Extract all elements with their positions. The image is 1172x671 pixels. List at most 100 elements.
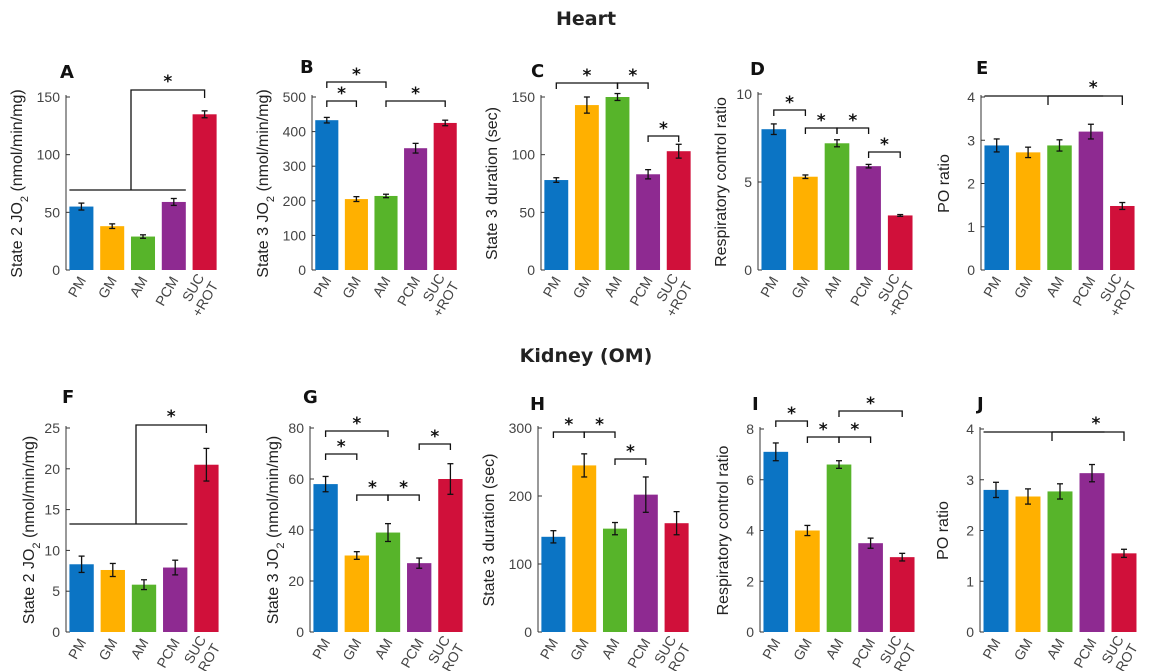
bar-pm	[313, 484, 338, 632]
category-label: GM	[1010, 636, 1035, 664]
bar-am	[375, 532, 401, 632]
bar-gm	[100, 569, 125, 632]
bar-pcm	[1079, 473, 1105, 632]
bar-gm	[344, 199, 368, 270]
y-tick-label: 0	[966, 624, 974, 640]
y-axis-label: State 3 JO2 (nmol/min/mg)	[265, 436, 287, 624]
y-tick-label: 80	[288, 420, 304, 436]
panel-letter: F	[62, 387, 74, 408]
significance-star: *	[337, 437, 346, 457]
bar-suc	[1110, 205, 1135, 270]
y-tick-label: 1	[966, 573, 974, 589]
significance-star: *	[626, 442, 635, 462]
significance-bracket	[1047, 95, 1123, 105]
y-tick-label: 0	[527, 262, 535, 278]
y-tick-label: 20	[288, 573, 304, 589]
bar-suc	[889, 557, 915, 632]
bar-pm	[763, 451, 789, 632]
significance-star: *	[1092, 414, 1101, 434]
panel-letter: H	[530, 394, 545, 415]
bar-pm	[69, 206, 94, 270]
y-tick-label: 1	[967, 219, 975, 235]
panel-letter: C	[531, 61, 544, 82]
y-axis-label: State 2 JO2 (nmol/min/mg)	[9, 89, 31, 277]
panel-letter: D	[750, 59, 765, 80]
y-tick-label: 300	[283, 158, 307, 174]
y-tick-label: 3	[967, 132, 975, 148]
y-tick-label: 100	[509, 556, 533, 572]
y-tick-label: 10	[736, 86, 752, 102]
bar-suc	[1111, 553, 1137, 632]
panel-a: A 0 50 100 150 State 2 JO2 (nmol/min/mg) PM GM A…	[9, 62, 222, 319]
significance-bracket	[614, 458, 647, 465]
category-label: SUC+ROT	[647, 632, 694, 671]
bar-pcm	[636, 174, 661, 270]
significance-bracket	[385, 100, 446, 107]
significance-bracket	[838, 410, 903, 417]
significance-bracket	[387, 494, 420, 501]
significance-bracket	[130, 89, 206, 190]
y-tick-label: 6	[746, 472, 754, 488]
category-label: SUC+ROT	[1092, 270, 1139, 319]
bar-suc	[438, 479, 463, 632]
bar-pcm	[633, 494, 658, 632]
panel-d: D 0 5 10 Respiratory control ratio PM GM AM PCMS…	[713, 59, 917, 319]
bar-gm	[344, 555, 369, 632]
y-axis-label: State 2 JO2 (nmol/min/mg)	[21, 436, 43, 624]
significance-bracket	[775, 420, 809, 427]
category-label: SUC+ROT	[870, 270, 917, 319]
bar-pm	[984, 145, 1009, 270]
significance-star: *	[430, 427, 439, 447]
bar-gm	[574, 105, 599, 270]
y-tick-label: 8	[746, 421, 754, 437]
panel-h: H 0 100 200 300 State 3 duration (sec) PM GM AM P…	[481, 394, 694, 671]
significance-star: *	[659, 119, 668, 139]
bar-am	[131, 584, 157, 632]
category-label: PCM	[849, 636, 878, 671]
category-label: GM	[339, 636, 364, 664]
y-tick-label: 0	[298, 262, 306, 278]
y-tick-label: 50	[44, 204, 60, 220]
panel-letter: G	[303, 387, 318, 408]
y-axis-label: PO ratio	[936, 154, 953, 213]
y-axis-label: Respiratory control ratio	[713, 97, 730, 267]
category-label: PM	[980, 274, 1004, 300]
significance-star: *	[582, 66, 591, 86]
significance-star: *	[352, 414, 361, 434]
y-tick-label: 5	[52, 583, 60, 599]
category-label: PM	[65, 636, 89, 662]
bar-pm	[541, 536, 566, 632]
y-tick-label: 0	[746, 624, 754, 640]
category-label: GM	[339, 274, 364, 302]
category-label: SUC+ROT	[420, 632, 467, 671]
y-tick-label: 3	[966, 472, 974, 488]
bar-pm	[315, 120, 339, 270]
significance-bracket	[616, 82, 649, 89]
bar-pcm	[1078, 131, 1104, 270]
category-label: AM	[822, 636, 846, 662]
category-label: PCM	[397, 636, 426, 671]
y-tick-label: 200	[283, 193, 307, 209]
significance-bracket	[836, 127, 870, 134]
panel-b: B 0 100 200 300 400 500 State 3 JO2 (nmol/min/m…	[255, 57, 462, 319]
significance-star: *	[628, 66, 637, 86]
bar-suc	[666, 151, 691, 270]
y-tick-label: 0	[744, 262, 752, 278]
category-label: SUC+ROT	[649, 270, 696, 319]
significance-star: *	[850, 420, 859, 440]
significance-star: *	[880, 135, 889, 155]
significance-star: *	[167, 407, 176, 427]
y-tick-label: 300	[509, 420, 533, 436]
bar-pm	[983, 489, 1009, 632]
significance-star: *	[368, 478, 377, 498]
category-label: GM	[95, 636, 120, 664]
bar-am	[826, 464, 852, 632]
y-tick-label: 500	[283, 89, 307, 105]
significance-star: *	[787, 404, 796, 424]
bar-gm	[572, 465, 597, 632]
category-label: AM	[601, 274, 625, 300]
bar-pcm	[858, 543, 883, 632]
y-tick-label: 200	[509, 488, 533, 504]
panel-letter: A	[60, 62, 74, 83]
